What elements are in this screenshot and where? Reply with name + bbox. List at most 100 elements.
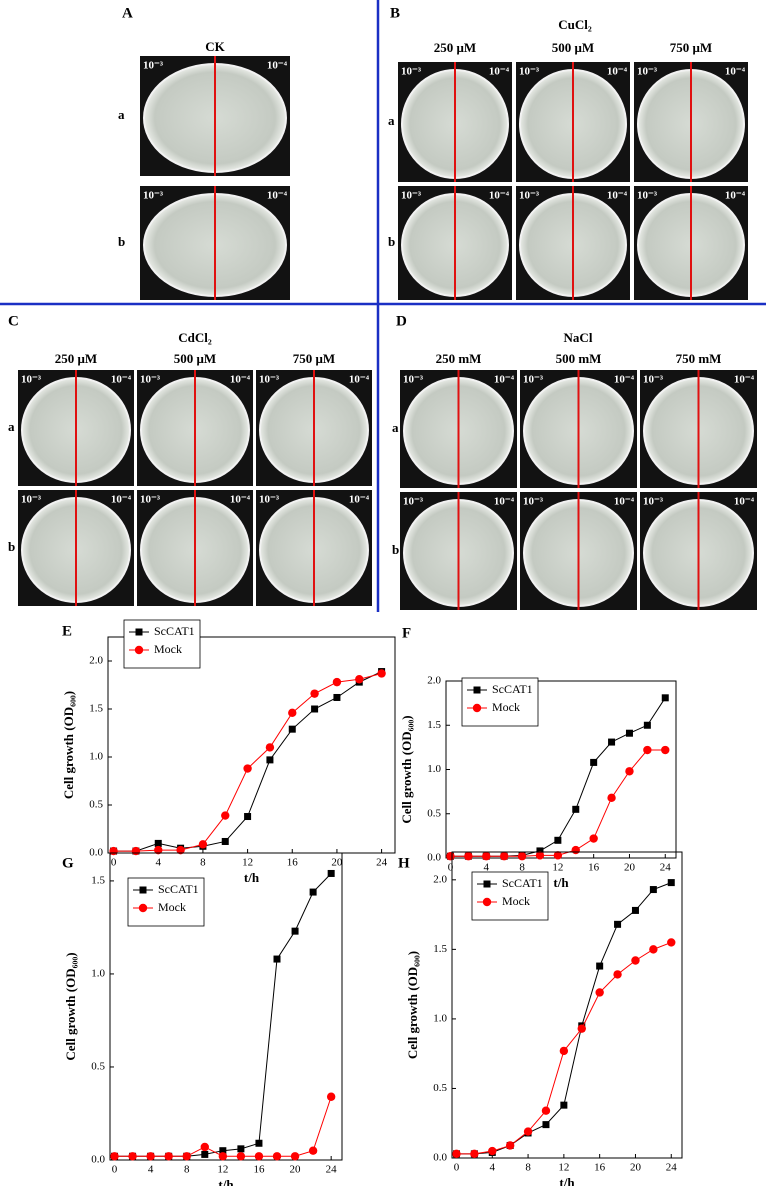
panel-label: A	[122, 5, 133, 21]
x-tick-label: 20	[630, 1162, 642, 1174]
condition-label: 750 mM	[676, 351, 722, 366]
marker	[243, 764, 252, 773]
y-tick-label: 0.0	[89, 847, 103, 859]
marker	[535, 851, 545, 860]
x-axis-label: t/h	[559, 1175, 575, 1186]
marker	[589, 834, 598, 843]
legend-marker	[138, 903, 148, 913]
dilution-label: 10⁻³	[140, 374, 161, 386]
x-tick-label: 20	[624, 862, 636, 874]
y-tick-label: 2.0	[427, 675, 441, 687]
marker	[310, 689, 319, 698]
x-tick-label: 20	[331, 857, 343, 869]
panel-label: D	[396, 313, 407, 329]
dilution-label: 10⁻³	[403, 496, 424, 508]
marker	[607, 793, 616, 803]
marker	[182, 1152, 191, 1161]
marker	[290, 1152, 300, 1161]
x-axis-label: t/h	[244, 870, 260, 885]
dilution-label: 10⁻⁴	[489, 190, 510, 202]
x-tick-label: 4	[148, 1164, 154, 1176]
dilution-label: 10⁻⁴	[734, 374, 755, 386]
y-tick-label: 2.0	[433, 873, 447, 885]
x-tick-label: 8	[519, 862, 525, 874]
marker	[631, 906, 639, 914]
row-label: a	[118, 107, 125, 122]
panel-label: H	[398, 855, 410, 871]
legend-label: ScCAT1	[492, 682, 533, 696]
y-tick-label: 1.5	[433, 943, 447, 955]
condition-label: 250 μM	[55, 351, 97, 366]
x-tick-label: 4	[156, 857, 162, 869]
marker	[560, 1101, 568, 1109]
dilution-label: 10⁻⁴	[489, 66, 510, 78]
row-label: a	[388, 113, 395, 128]
x-tick-label: 4	[484, 862, 490, 874]
marker	[667, 879, 675, 887]
marker	[288, 725, 296, 733]
axis-frame	[107, 636, 396, 854]
marker	[244, 813, 252, 821]
marker	[377, 669, 386, 678]
marker	[595, 988, 604, 997]
marker	[667, 938, 676, 947]
x-tick-label: 8	[525, 1162, 531, 1174]
dilution-label: 10⁻⁴	[725, 190, 746, 202]
marker	[332, 677, 342, 687]
condition-label: 750 μM	[293, 351, 335, 366]
dilution-label: 10⁻⁴	[111, 374, 132, 386]
series-line	[113, 671, 382, 852]
marker	[482, 852, 491, 861]
marker	[154, 845, 163, 855]
condition-label: 500 mM	[556, 351, 602, 366]
y-tick-label: 1.0	[89, 751, 103, 763]
marker	[255, 1139, 263, 1147]
x-tick-label: 8	[200, 857, 206, 869]
marker	[649, 886, 657, 894]
y-tick-label: 0.5	[427, 807, 441, 819]
legend-label: Mock	[158, 900, 186, 914]
legend-marker	[473, 686, 481, 694]
marker	[333, 693, 341, 701]
dilution-label: 10⁻⁴	[607, 190, 628, 202]
y-tick-label: 1.0	[91, 967, 105, 979]
y-tick-label: 0.5	[91, 1061, 105, 1073]
dilution-label: 10⁻⁴	[614, 374, 635, 386]
marker	[505, 1141, 515, 1150]
marker	[613, 970, 622, 979]
marker	[625, 767, 634, 776]
panel-label: F	[402, 625, 411, 641]
dilution-label: 10⁻⁴	[494, 496, 515, 508]
x-tick-label: 0	[454, 1162, 460, 1174]
dilution-label: 10⁻³	[140, 494, 161, 506]
marker	[288, 708, 297, 718]
marker	[131, 846, 141, 856]
marker	[309, 888, 317, 896]
marker	[542, 1121, 550, 1129]
marker	[631, 956, 640, 965]
marker	[219, 1147, 227, 1155]
marker	[649, 945, 658, 954]
marker	[176, 845, 185, 855]
marker	[608, 738, 616, 746]
marker	[590, 758, 598, 766]
dilution-label: 10⁻⁴	[349, 374, 370, 386]
series-line	[113, 672, 382, 852]
dilution-label: 10⁻³	[519, 66, 540, 78]
dilution-label: 10⁻³	[259, 374, 280, 386]
y-axis-label: Cell growth (OD₆₀₀)	[63, 952, 78, 1060]
y-tick-label: 0.0	[433, 1152, 447, 1164]
legend-box	[123, 619, 201, 669]
marker	[661, 694, 669, 702]
panel-label: E	[62, 623, 72, 639]
marker	[355, 675, 364, 684]
dilution-label: 10⁻⁴	[734, 496, 755, 508]
legend-label: ScCAT1	[502, 876, 543, 890]
dilution-label: 10⁻⁴	[111, 494, 132, 506]
x-tick-label: 24	[666, 1162, 678, 1174]
dilution-label: 10⁻³	[401, 190, 422, 202]
marker	[470, 1149, 479, 1159]
dilution-label: 10⁻³	[637, 66, 658, 78]
